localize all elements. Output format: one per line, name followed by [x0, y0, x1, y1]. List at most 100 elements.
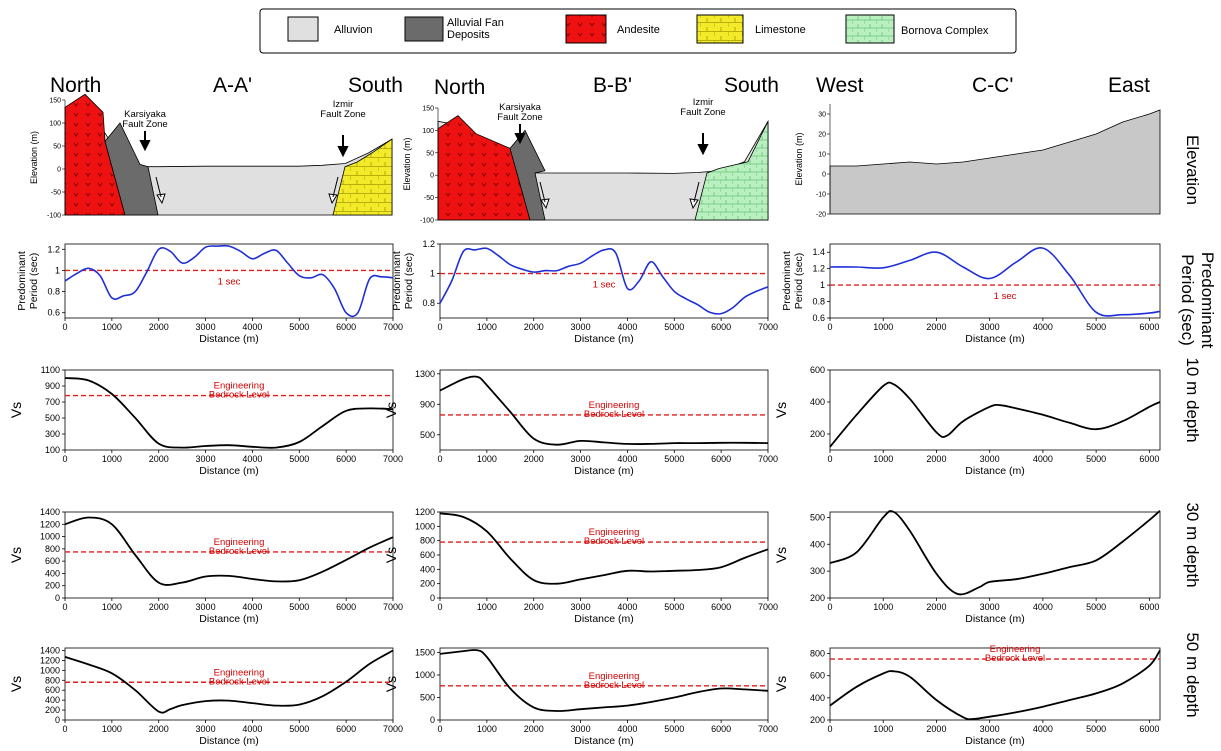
x-tick-label: 4000 — [1033, 454, 1053, 464]
legend-label-andesite: Andesite — [617, 24, 660, 36]
x-tick-label: 6000 — [1139, 724, 1159, 734]
x-tick-label: 3000 — [980, 602, 1000, 612]
y-tick-label: 200 — [810, 715, 825, 725]
plot-frame — [64, 369, 394, 451]
vs-axis-label: Vs — [383, 402, 399, 418]
y-tick-label: 400 — [810, 539, 825, 549]
legend-swatch-limestone — [696, 14, 744, 44]
limestone-unit — [332, 138, 393, 216]
y-tick-label: 1 — [55, 265, 60, 275]
panels: 0 1000 2000 3000 4000 5000 6000 70000.60.811.2D… — [8, 93, 1161, 748]
x-tick-label: 1000 — [477, 602, 497, 612]
y-axis-label-line: Predominant — [16, 251, 28, 311]
y-tick-label: 700 — [45, 397, 60, 407]
x-axis-label: Distance (m) — [199, 333, 259, 345]
x-tick-label: 1000 — [477, 454, 497, 464]
bedrock-label-line1: Engineering — [214, 667, 265, 678]
chart-panel-vs30-B: 0 1000 2000 3000 4000 5000 6000 7000 0 200 400 600 8… — [383, 507, 778, 625]
y-axis-label-line: Predominant — [781, 251, 793, 311]
bornova-unit — [694, 121, 769, 221]
y-tick-label: 1300 — [415, 369, 435, 379]
y-tick-label: 1400 — [40, 645, 60, 655]
x-tick-label: 5000 — [664, 602, 684, 612]
x-tick-label: 2000 — [149, 322, 169, 332]
izmir-label-line1: Izmir — [693, 97, 714, 108]
x-tick-label: 5000 — [664, 322, 684, 332]
karsiyaka-arrow-icon — [514, 124, 526, 145]
bedrock-label-line1: Engineering — [589, 527, 640, 538]
izmir-label-line2: Fault Zone — [320, 109, 365, 120]
x-axis-label: Distance (m) — [965, 333, 1025, 345]
x-tick-label: 5000 — [289, 724, 309, 734]
y-tick-label: 200 — [810, 429, 825, 439]
chart-panel-vs50-C: 0 1000 2000 3000 4000 5000 6000 200 400 600 800 Dis… — [773, 644, 1161, 747]
legend-label-alluvial-fan: Alluvial Fan Deposits — [447, 17, 504, 41]
x-tick-label: 1000 — [102, 724, 122, 734]
x-tick-label: 2000 — [926, 322, 946, 332]
y-tick-label: 150 — [49, 98, 61, 105]
y-tick-label: 0 — [57, 167, 61, 174]
x-tick-label: 4000 — [1033, 322, 1053, 332]
x-tick-label: 6000 — [1139, 602, 1159, 612]
bedrock-label-line2: Bedrock Level — [584, 409, 644, 420]
x-tick-label: 5000 — [1086, 322, 1106, 332]
x-tick-label: 5000 — [664, 454, 684, 464]
chart-panel-vs50-B: 0 1000 2000 3000 4000 5000 6000 7000 0 500 1000 150… — [383, 648, 778, 748]
y-tick-label: 30 — [818, 112, 826, 119]
x-tick-label: 4000 — [617, 724, 637, 734]
vs-axis-label: Vs — [8, 402, 24, 418]
x-tick-label: 3000 — [571, 602, 591, 612]
one-sec-label: 1 sec — [218, 276, 241, 287]
plot-frame — [439, 369, 769, 451]
y-tick-label: 800 — [420, 536, 435, 546]
plot-frame — [64, 511, 394, 599]
x-tick-label: 4000 — [242, 724, 262, 734]
col-a-title: A-A' — [213, 74, 252, 97]
x-tick-label: 1000 — [873, 724, 893, 734]
x-tick-label: 2000 — [926, 454, 946, 464]
plot-frame — [829, 369, 1161, 451]
series-line — [64, 377, 394, 449]
x-tick-label: 3000 — [196, 724, 216, 734]
y-tick-label: 600 — [420, 550, 435, 560]
col-b-right-dir: South — [724, 74, 779, 97]
row-label-period: Period (sec)Predominant — [1178, 252, 1217, 349]
legend-label-bornova: Bornova Complex — [901, 25, 989, 37]
series-line — [829, 649, 1161, 721]
y-tick-label: -100 — [420, 218, 434, 225]
x-tick-label: 5000 — [1086, 602, 1106, 612]
x-tick-label: 3000 — [571, 454, 591, 464]
plot-frame — [829, 647, 1161, 721]
plot-frame — [829, 511, 1161, 599]
karsiyaka-arrow-icon — [139, 131, 151, 152]
y-tick-label: 50 — [53, 144, 61, 151]
one-sec-label: 1 sec — [994, 291, 1017, 302]
x-axis-label: Distance (m) — [574, 735, 634, 747]
chart-panel-vs10-B: 0 1000 2000 3000 4000 5000 6000 7000 500 900 1300 D… — [383, 369, 778, 477]
y-tick-label: 1.2 — [812, 264, 825, 274]
x-tick-label: 0 — [827, 454, 832, 464]
elevation-y-label: Elevation (m) — [402, 137, 412, 190]
x-tick-label: 5000 — [289, 602, 309, 612]
y-tick-label: 0.8 — [47, 287, 60, 297]
y-axis-label: PredominantPeriod (sec) — [16, 251, 40, 311]
y-axis-label-line: Predominant — [391, 251, 403, 311]
y-tick-label: 1.2 — [422, 239, 435, 249]
x-tick-label: 4000 — [617, 322, 637, 332]
x-tick-label: 7000 — [758, 602, 778, 612]
y-tick-label: 500 — [420, 430, 435, 440]
y-tick-label: 400 — [45, 568, 60, 578]
x-tick-label: 4000 — [1033, 602, 1053, 612]
col-b-left-dir: North — [434, 76, 485, 99]
x-tick-label: 4000 — [617, 454, 637, 464]
legend-swatch-bornova — [845, 14, 895, 44]
y-tick-label: 0 — [430, 593, 435, 603]
col-b-title: B-B' — [593, 74, 632, 97]
plot-frame — [439, 647, 769, 721]
x-tick-label: 7000 — [383, 454, 403, 464]
y-tick-label: 800 — [45, 675, 60, 685]
x-tick-label: 5000 — [1086, 454, 1106, 464]
series-line — [64, 244, 394, 318]
x-tick-label: 1000 — [102, 602, 122, 612]
